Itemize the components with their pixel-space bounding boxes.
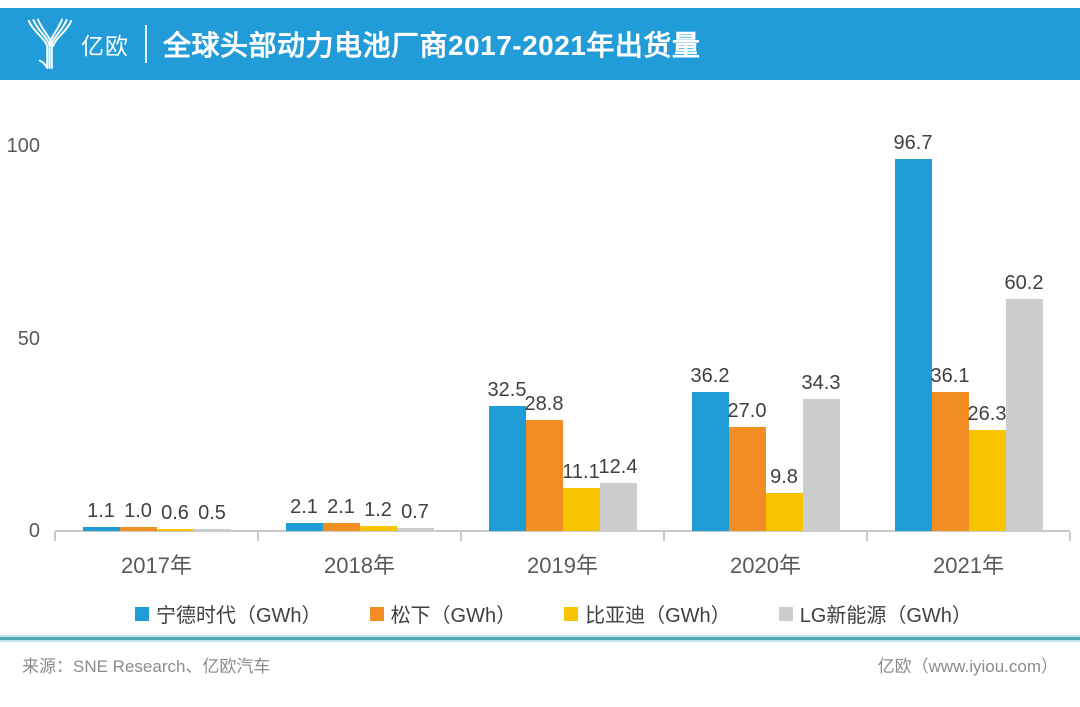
bar-value-label: 0.7: [401, 501, 429, 524]
category-label: 2017年: [121, 553, 192, 578]
bar: [968, 429, 1006, 531]
bar-value-label: 32.5: [487, 378, 527, 401]
yiou-logo-icon: [27, 18, 73, 69]
legend-label: 宁德时代（GWh）: [156, 605, 322, 627]
legend-label: LG新能源（GWh）: [799, 605, 972, 627]
bar: [562, 488, 600, 531]
y-axis-label: 50: [17, 327, 40, 350]
bar: [765, 493, 803, 531]
bar-value-label: 96.7: [893, 131, 933, 154]
legend-swatch: [135, 606, 149, 621]
bar: [359, 526, 397, 531]
bar-value-label: 2.1: [327, 495, 355, 518]
page-title: 全球头部动力电池厂商2017-2021年出货量: [163, 30, 701, 61]
bar: [285, 522, 323, 531]
logo-text: 亿欧: [81, 33, 129, 59]
source-text: 来源：SNE Research、亿欧汽车: [22, 657, 271, 676]
legend-item: 比亚迪（GWh）: [564, 599, 731, 628]
bar: [1005, 299, 1043, 531]
bar-value-label: 36.2: [690, 364, 730, 387]
bar-value-label: 1.2: [364, 499, 392, 522]
bar: [599, 483, 637, 531]
bar-value-label: 2.1: [290, 495, 318, 518]
category-label: 2020年: [730, 553, 801, 578]
bar: [525, 420, 563, 531]
x-axis-tick: [1069, 532, 1071, 541]
bar-value-label: 28.8: [524, 393, 564, 416]
legend-swatch: [369, 606, 384, 621]
bar-value-label: 34.3: [801, 371, 841, 394]
category-label: 2019年: [527, 553, 598, 578]
category-label: 2021年: [933, 553, 1004, 578]
bar: [396, 528, 434, 531]
bar-value-label: 1.1: [87, 499, 115, 522]
bar: [728, 427, 766, 531]
footer-divider: [0, 637, 1080, 640]
x-axis-tick: [460, 532, 462, 541]
category-label: 2018年: [324, 553, 395, 578]
bar-value-label: 27.0: [727, 400, 767, 423]
bar: [193, 529, 231, 531]
x-axis-line: [55, 530, 1070, 532]
bar: [802, 398, 840, 531]
legend-label: 比亚迪（GWh）: [585, 605, 731, 627]
bar-value-label: 26.3: [967, 402, 1007, 425]
legend-item: LG新能源（GWh）: [778, 599, 972, 628]
bar-value-label: 36.1: [930, 365, 970, 387]
legend-item: 松下（GWh）: [369, 599, 517, 628]
header-divider: [145, 25, 147, 63]
bar: [156, 528, 194, 531]
bar-value-label: 11.1: [562, 461, 600, 484]
x-axis-tick: [257, 532, 259, 541]
x-axis-tick: [54, 532, 56, 541]
y-axis-label: 0: [28, 520, 40, 542]
bar-value-label: 9.8: [770, 466, 798, 489]
legend-label: 松下（GWh）: [390, 605, 517, 627]
bar-value-label: 0.6: [161, 501, 189, 524]
bar: [691, 391, 729, 531]
credit-text: 亿欧（www.iyiou.com）: [877, 657, 1058, 676]
legend-swatch: [564, 606, 579, 621]
legend-item: 宁德时代（GWh）: [135, 599, 322, 628]
bar-value-label: 12.4: [598, 456, 638, 479]
bar: [119, 527, 157, 531]
bar: [82, 526, 120, 531]
bar: [894, 158, 932, 531]
y-axis-label: 100: [6, 135, 40, 157]
bar-value-label: 1.0: [124, 500, 152, 523]
bar-value-label: 60.2: [1004, 272, 1044, 295]
header-banner: 亿欧 全球头部动力电池厂商2017-2021年出货量: [0, 8, 1080, 80]
x-axis-tick: [866, 532, 868, 541]
legend-swatch: [778, 606, 793, 621]
bar: [322, 522, 360, 531]
footer: 来源：SNE Research、亿欧汽车 亿欧（www.iyiou.com）: [0, 652, 1080, 677]
bar: [488, 405, 526, 531]
x-axis-tick: [663, 532, 665, 541]
legend: 宁德时代（GWh） 松下（GWh） 比亚迪（GWh） LG新能源（GWh）: [135, 599, 972, 628]
bar-value-label: 0.5: [198, 502, 226, 525]
bar: [931, 392, 969, 531]
